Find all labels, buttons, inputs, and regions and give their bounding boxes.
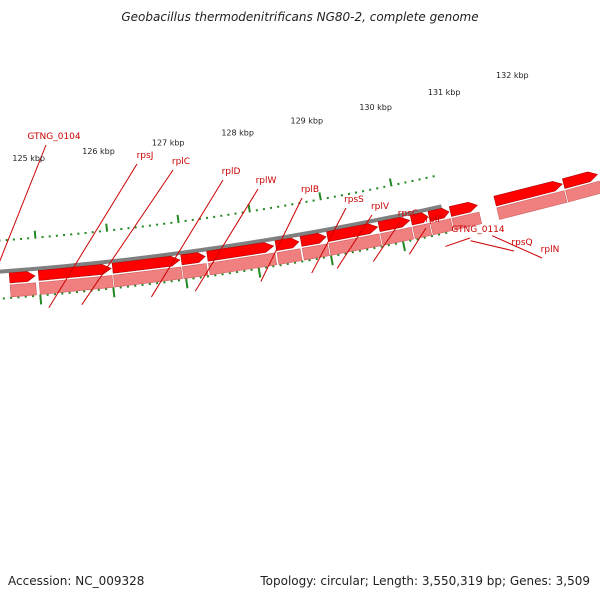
label-leader	[260, 197, 303, 282]
label-leader	[150, 179, 224, 298]
label-leader	[372, 221, 401, 262]
genome-backbone	[0, 204, 442, 274]
inner-tick	[33, 230, 37, 239]
backbone-line	[0, 204, 442, 274]
labels: 125 kbp 126 kbp 127 kbp 128 kbp 129 kbp 130 k…	[12, 71, 559, 255]
gene-bar	[430, 218, 454, 236]
label-leader	[81, 169, 174, 305]
outer-tick	[257, 267, 262, 278]
label-leader	[194, 188, 259, 292]
outer-tick	[39, 294, 43, 305]
label-leader	[445, 237, 471, 247]
gene-label: rplN	[541, 245, 560, 255]
gene-arrow	[37, 264, 112, 281]
accession-text: Accession: NC_009328	[8, 574, 145, 588]
gene-bar	[380, 226, 415, 246]
gene-bar	[328, 233, 382, 256]
gene-features	[8, 171, 600, 298]
label-leader	[0, 144, 47, 262]
label-leader	[409, 227, 427, 255]
gene-arrow	[493, 181, 563, 207]
gene-arrow	[562, 171, 598, 189]
inner-tick	[105, 223, 109, 232]
gene-bar	[181, 263, 209, 280]
gene-arrow	[206, 242, 275, 262]
inner-tick	[318, 192, 322, 201]
gene-label: rplV	[371, 202, 390, 212]
inner-tick	[176, 214, 180, 223]
kbp-label: 132 kbp	[496, 71, 529, 80]
genome-summary-text: Topology: circular; Length: 3,550,319 bp…	[260, 574, 590, 588]
gene-arrow	[409, 212, 429, 226]
gene-bar	[113, 266, 183, 288]
gene-arrow	[427, 207, 450, 222]
gene-label: rplD	[222, 167, 241, 177]
inner-tick	[247, 204, 251, 213]
kbp-label: 130 kbp	[359, 103, 392, 112]
gene-arrow	[448, 201, 478, 217]
gene-arrow	[180, 252, 206, 266]
gene-bar	[565, 180, 600, 203]
gene-label: rplB	[301, 185, 319, 195]
kbp-label: 126 kbp	[82, 147, 115, 156]
map-title: Geobacillus thermodenitrificans NG80-2, …	[121, 10, 479, 24]
gene-label: rpsQ	[511, 238, 532, 248]
kbp-label: 131 kbp	[428, 88, 461, 97]
gene-label: rpsC	[398, 209, 418, 219]
label-leader	[491, 235, 543, 259]
gene-label: rpsJ	[137, 151, 154, 161]
tick-marks	[0, 175, 448, 305]
outer-tick	[401, 241, 406, 252]
kbp-label: 129 kbp	[290, 117, 323, 126]
gene-bar	[451, 211, 483, 231]
gene-bar	[38, 275, 114, 295]
gene-label: GTNG_0104	[27, 132, 81, 142]
gene-arrow	[8, 271, 36, 284]
gene-arrow	[377, 216, 411, 232]
label-leader	[48, 163, 138, 309]
inner-tick	[388, 178, 393, 187]
gene-arrow	[326, 223, 379, 242]
label-leader	[311, 207, 347, 274]
gene-bar	[276, 248, 303, 265]
gene-label: GTNG_0114	[451, 225, 505, 235]
gene-label: rplP	[425, 215, 443, 225]
gene-bar	[9, 282, 37, 298]
gene-bar	[412, 223, 433, 240]
outer-tick	[112, 287, 116, 298]
label-leaders	[0, 144, 543, 309]
kbp-label: 128 kbp	[221, 128, 254, 137]
gene-arrow	[274, 237, 300, 251]
gene-label: rplW	[256, 176, 277, 186]
label-leader	[470, 240, 515, 252]
gene-label: rplC	[172, 157, 190, 167]
gene-bar	[496, 190, 568, 220]
gene-arrow	[299, 232, 327, 247]
kbp-label: 127 kbp	[152, 139, 185, 148]
gene-label: rpsS	[344, 195, 364, 205]
outer-tick	[329, 255, 334, 266]
kbp-label: 125 kbp	[12, 154, 45, 163]
outer-tick	[185, 278, 189, 289]
label-leader	[336, 214, 373, 269]
